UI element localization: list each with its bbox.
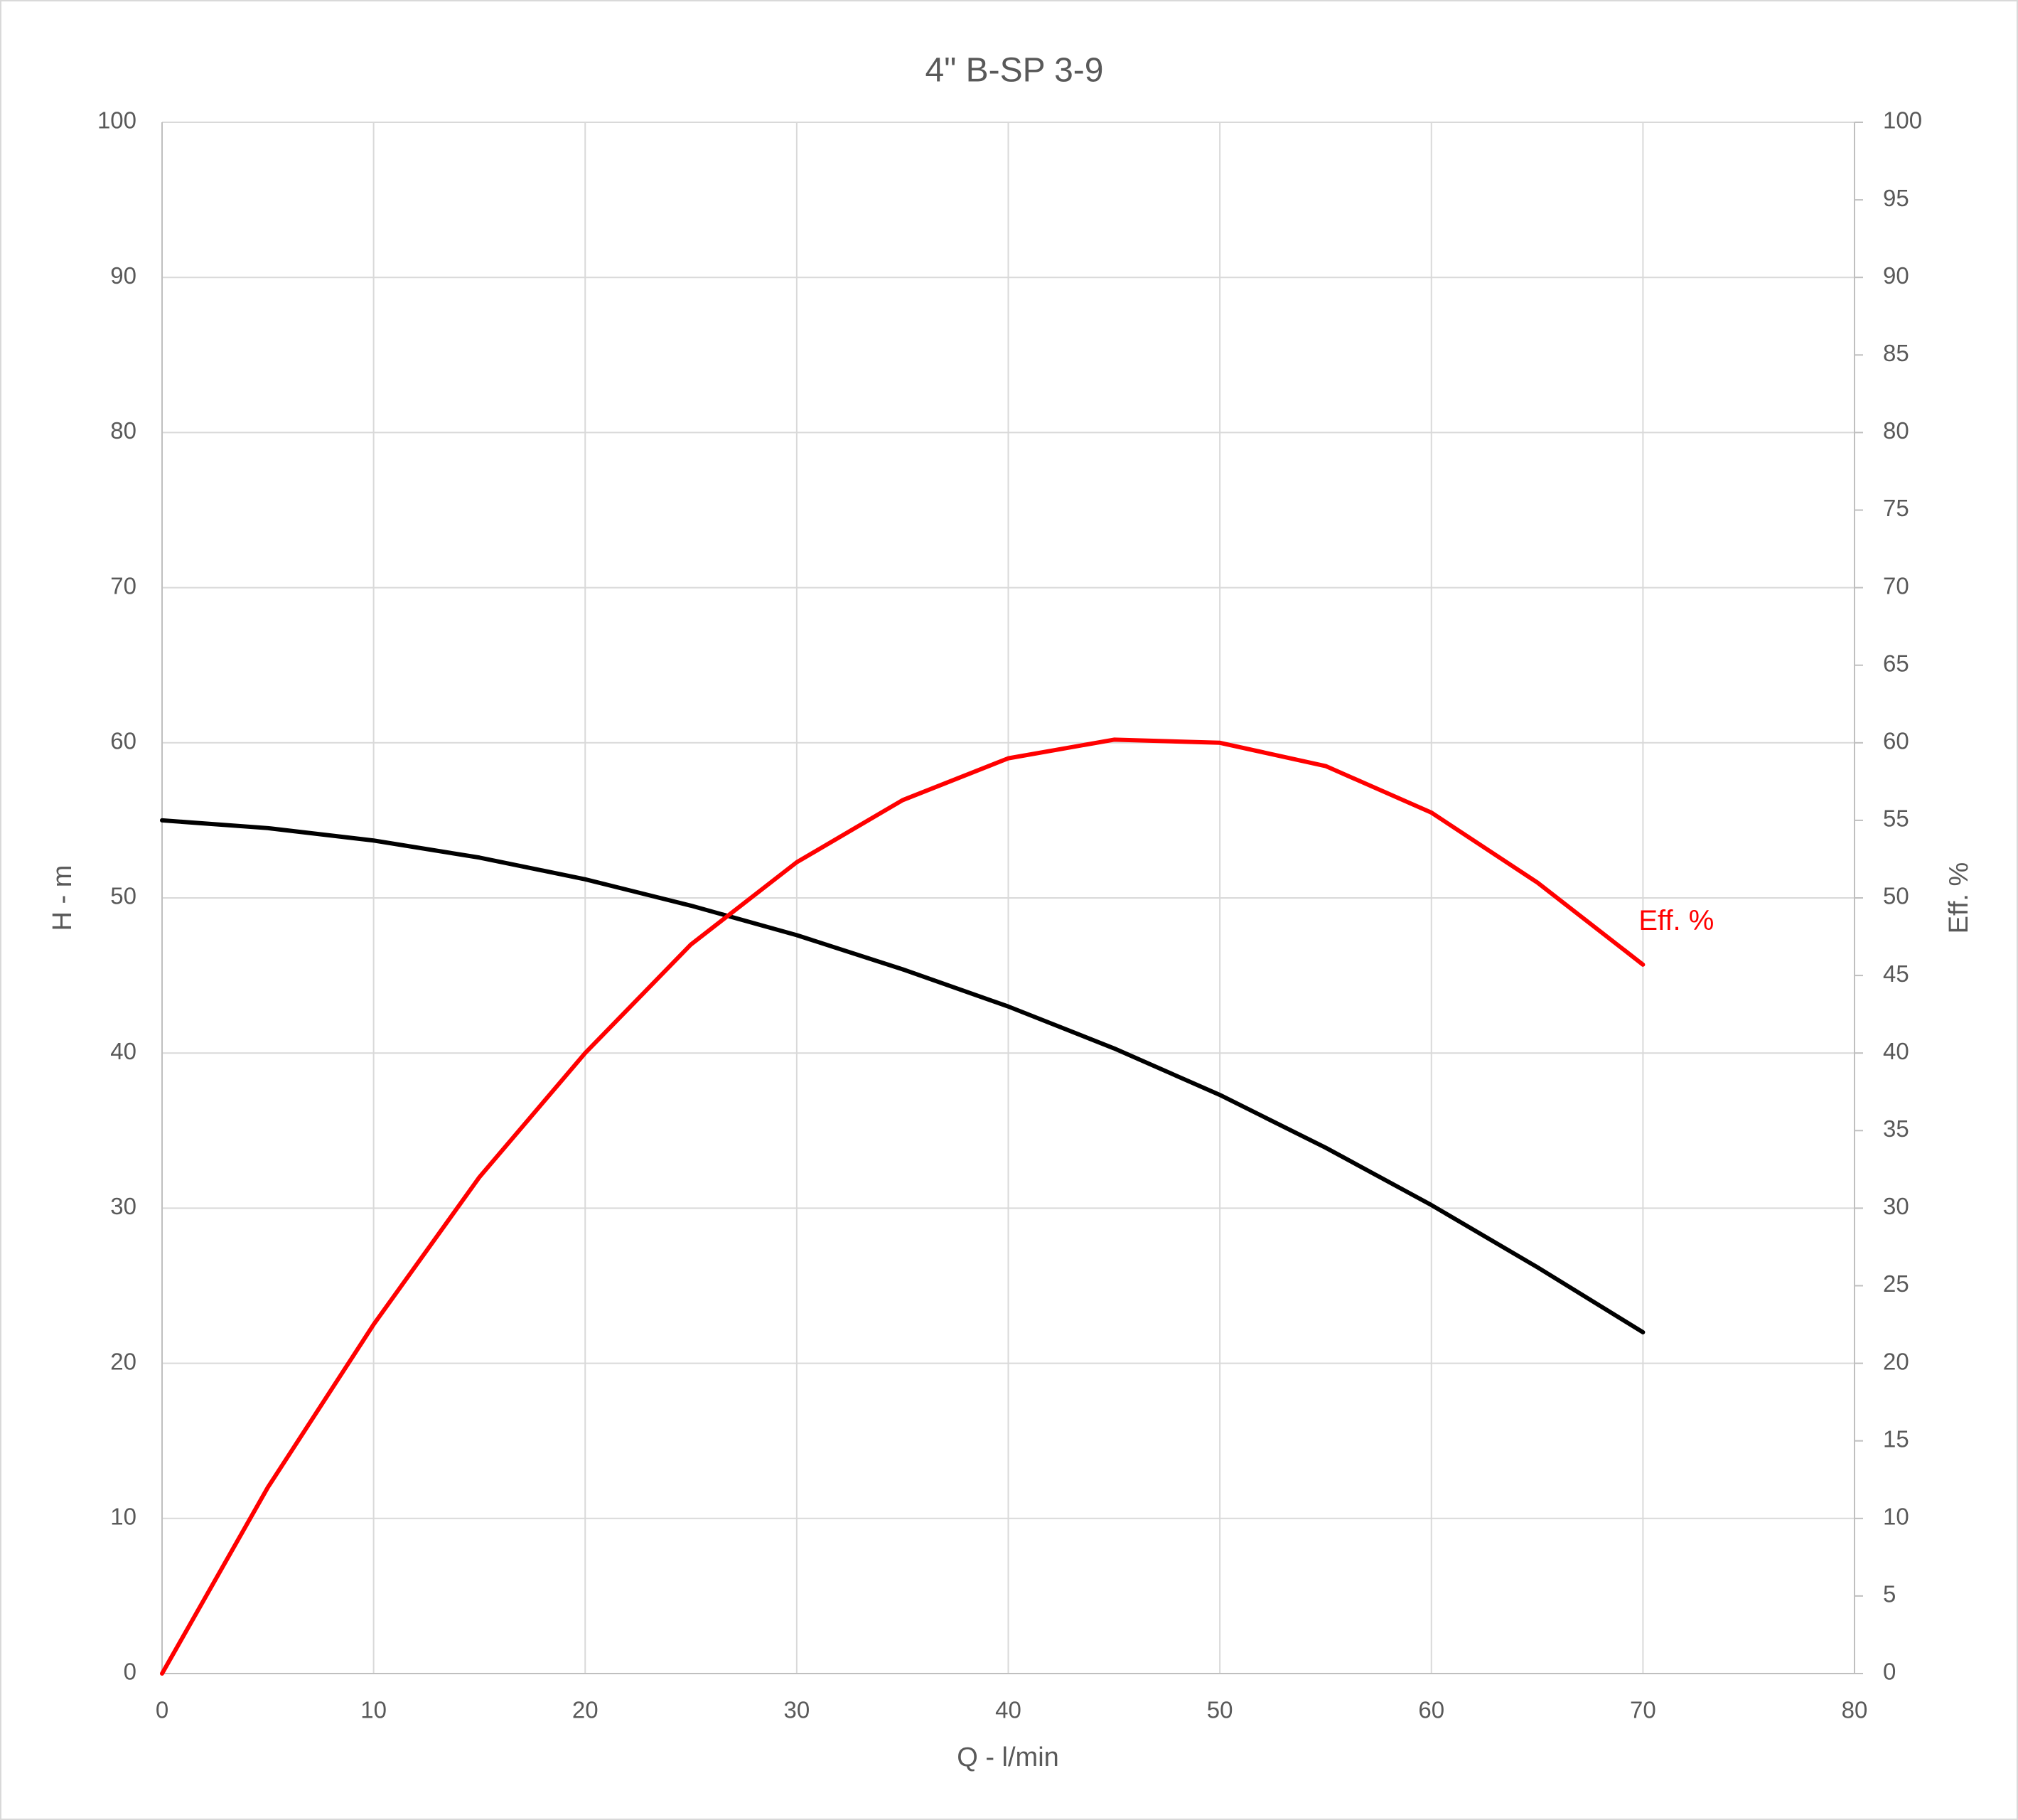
x-tick-label: 40: [995, 1697, 1021, 1723]
y2-tick-label: 10: [1883, 1504, 1909, 1530]
y2-tick-label: 25: [1883, 1270, 1909, 1297]
y-tick-label: 80: [110, 417, 136, 444]
x-tick-label: 0: [156, 1697, 168, 1723]
y2-tick-label: 50: [1883, 883, 1909, 909]
x-tick-label: 70: [1630, 1697, 1656, 1723]
y2-tick-label: 60: [1883, 728, 1909, 754]
y2-tick-label: 65: [1883, 650, 1909, 676]
y2-tick-label: 85: [1883, 340, 1909, 366]
x-tick-label: 10: [360, 1697, 387, 1723]
y-tick-label: 40: [110, 1038, 136, 1064]
y-tick-label: 20: [110, 1348, 136, 1374]
x-axis-label: Q - l/min: [957, 1743, 1059, 1772]
y2-tick-label: 20: [1883, 1348, 1909, 1374]
series-line: [160, 818, 1646, 1334]
y2-tick-label: 40: [1883, 1038, 1909, 1064]
x-tick-label: 20: [572, 1697, 599, 1723]
y2-axis-label: Eff. %: [1944, 862, 1974, 934]
y2-tick-label: 35: [1883, 1115, 1909, 1142]
annotation: Eff. %: [1638, 905, 1714, 936]
y2-tick-label: 100: [1883, 107, 1922, 134]
y-tick-label: 10: [110, 1504, 136, 1530]
y-axis-label: H - m: [48, 865, 77, 931]
y2-tick-label: 15: [1883, 1425, 1909, 1452]
x-tick-label: 50: [1207, 1697, 1233, 1723]
y2-tick-label: 95: [1883, 185, 1909, 211]
y2-tick-label: 80: [1883, 417, 1909, 444]
chart-title: 4" B-SP 3-9: [925, 52, 1104, 90]
y2-tick-label: 5: [1883, 1581, 1896, 1607]
y-tick-label: 100: [97, 107, 136, 134]
y2-tick-label: 55: [1883, 805, 1909, 832]
y2-tick-label: 30: [1883, 1193, 1909, 1219]
y-tick-label: 50: [110, 883, 136, 909]
series-line: [160, 737, 1646, 1676]
y-tick-label: 70: [110, 572, 136, 599]
x-tick-label: 30: [784, 1697, 810, 1723]
x-tick-label: 60: [1418, 1697, 1444, 1723]
y-tick-label: 90: [110, 262, 136, 289]
y-tick-label: 30: [110, 1193, 136, 1219]
y2-tick-label: 75: [1883, 495, 1909, 521]
y2-tick-label: 45: [1883, 960, 1909, 987]
y-tick-label: 0: [124, 1659, 136, 1685]
y2-tick-label: 70: [1883, 572, 1909, 599]
y-tick-label: 60: [110, 728, 136, 754]
x-tick-label: 80: [1842, 1697, 1868, 1723]
y2-tick-label: 0: [1883, 1659, 1896, 1685]
y2-tick-label: 90: [1883, 262, 1909, 289]
